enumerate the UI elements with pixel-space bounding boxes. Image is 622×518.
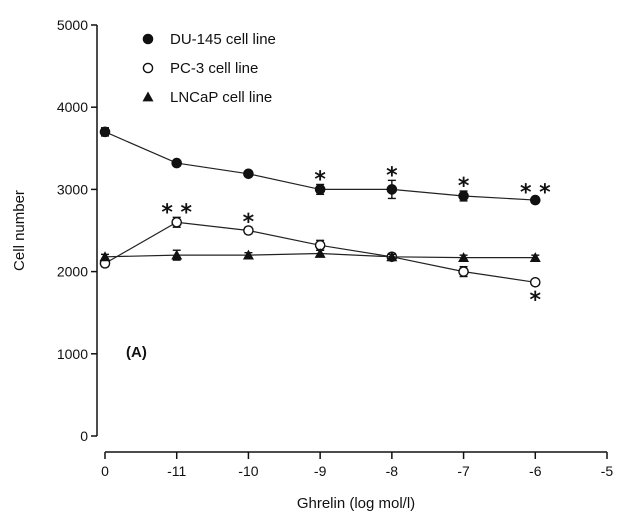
x-tick-label: -9 bbox=[314, 463, 327, 479]
data-point bbox=[171, 157, 183, 169]
data-point bbox=[243, 225, 254, 236]
data-point bbox=[529, 252, 541, 263]
data-point bbox=[314, 248, 326, 258]
legend-marker bbox=[142, 33, 154, 45]
data-point bbox=[386, 251, 398, 262]
data-point bbox=[458, 190, 469, 202]
significance-star: * bbox=[458, 174, 470, 199]
series-layer: * * * * * * * * * bbox=[99, 126, 551, 313]
data-point bbox=[242, 249, 254, 260]
legend-label: LNCaP cell line bbox=[170, 89, 272, 106]
y-tick-label: 2000 bbox=[57, 264, 88, 280]
data-point bbox=[529, 194, 541, 206]
series-3 bbox=[99, 248, 541, 263]
y-tick-label: 5000 bbox=[57, 17, 88, 33]
legend: DU-145 cell line PC-3 cell line LNCaP cell… bbox=[142, 31, 276, 106]
data-point bbox=[243, 168, 254, 180]
x-tick-label: -10 bbox=[238, 463, 258, 479]
data-point bbox=[171, 249, 183, 260]
legend-label: PC-3 cell line bbox=[170, 60, 258, 77]
axes: 0 1000 2000 3000 4000 5000 0 -11 -10 -9 -8 -7 -6 -5 bbox=[57, 17, 614, 479]
data-point bbox=[386, 184, 398, 195]
data-point bbox=[314, 184, 326, 195]
x-tick-label: -8 bbox=[386, 463, 399, 479]
y-tick-label: 4000 bbox=[57, 99, 88, 115]
data-point bbox=[99, 251, 111, 262]
series-1: * * * * * bbox=[99, 126, 551, 206]
data-point bbox=[99, 126, 111, 138]
y-tick-label: 3000 bbox=[57, 181, 88, 197]
significance-star: * bbox=[386, 163, 398, 188]
significance-star: * bbox=[314, 167, 326, 192]
significance-star: * bbox=[530, 288, 542, 313]
panel-label: (A) bbox=[126, 344, 147, 361]
significance-star: * * bbox=[520, 181, 551, 206]
y-axis-label: Cell number bbox=[11, 190, 28, 271]
legend-marker bbox=[142, 91, 154, 102]
data-point bbox=[458, 252, 470, 263]
legend-label: DU-145 cell line bbox=[170, 31, 276, 48]
y-tick-label: 1000 bbox=[57, 346, 88, 362]
x-tick-label: -6 bbox=[529, 463, 542, 479]
data-point bbox=[171, 216, 183, 228]
x-tick-label: -7 bbox=[457, 463, 470, 479]
legend-marker bbox=[142, 62, 154, 74]
x-tick-label: 0 bbox=[101, 463, 109, 479]
data-point bbox=[529, 276, 541, 288]
x-tick-label: -5 bbox=[601, 463, 614, 479]
significance-star: * * bbox=[161, 200, 192, 225]
x-axis-label: Ghrelin (log mol/l) bbox=[297, 495, 415, 512]
data-point bbox=[458, 266, 469, 277]
y-tick-label: 0 bbox=[80, 428, 88, 444]
significance-star: * bbox=[243, 210, 255, 235]
x-tick-label: -11 bbox=[167, 463, 186, 479]
